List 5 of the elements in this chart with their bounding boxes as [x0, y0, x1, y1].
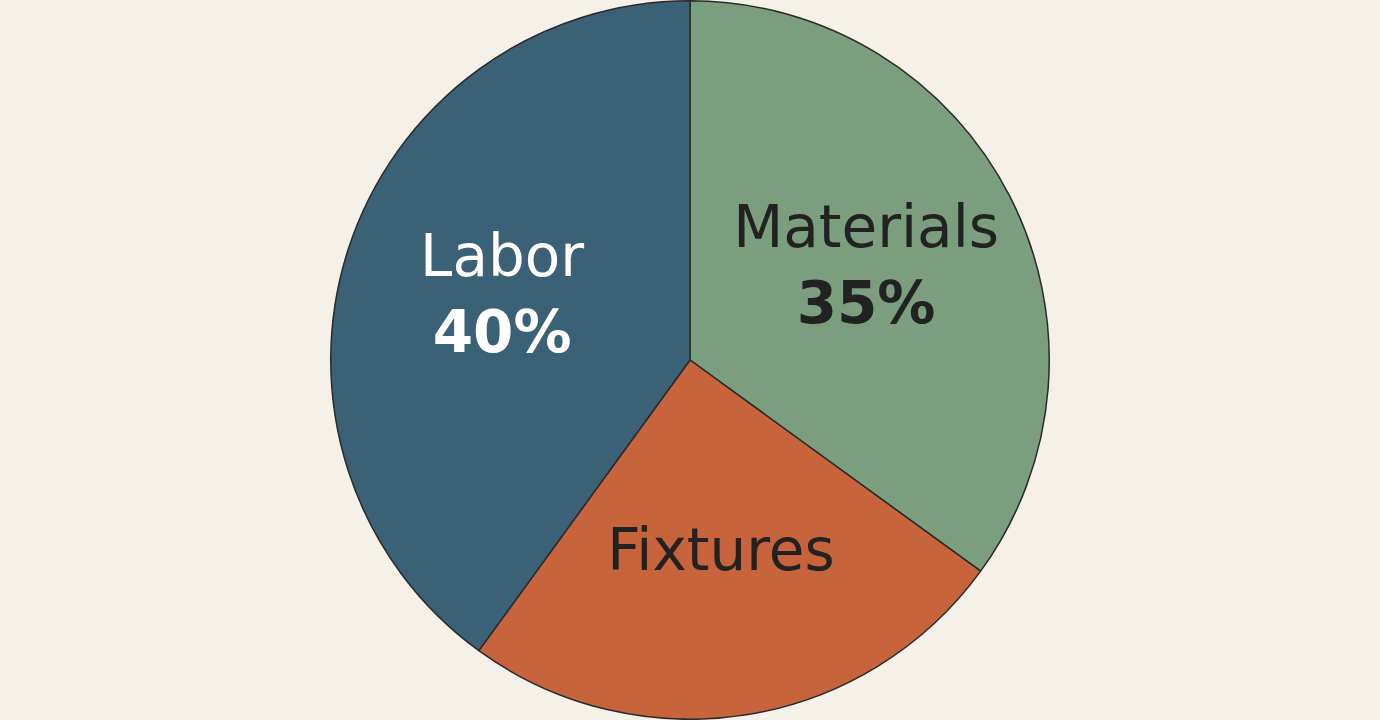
slice-label: Fixtures [607, 516, 835, 585]
slice-label: Labor [420, 222, 585, 290]
slice-label: Materials [733, 193, 999, 262]
data-label: 40% [432, 298, 572, 366]
data-label: 35% [796, 269, 936, 338]
